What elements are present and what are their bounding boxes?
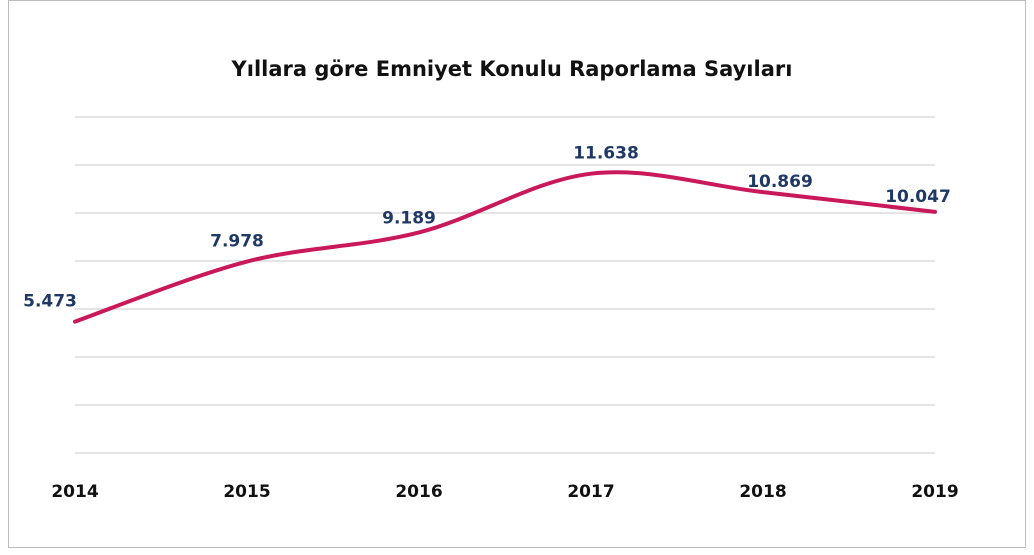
x-tick-label: 2014 <box>51 482 98 502</box>
x-tick-label: 2018 <box>739 482 786 502</box>
data-line <box>73 170 937 324</box>
chart-frame <box>8 0 1026 548</box>
x-tick-label: 2019 <box>911 482 958 502</box>
x-tick-label: 2015 <box>223 482 270 502</box>
data-label: 7.978 <box>210 232 264 252</box>
x-tick-label: 2016 <box>395 482 442 502</box>
data-label: 11.638 <box>573 144 639 164</box>
data-label: 10.869 <box>747 172 813 192</box>
chart-title: Yıllara göre Emniyet Konulu Raporlama Sa… <box>231 57 793 81</box>
data-label: 5.473 <box>23 292 77 312</box>
x-tick-label: 2017 <box>567 482 614 502</box>
data-label: 10.047 <box>885 187 951 207</box>
data-label: 9.189 <box>382 208 436 228</box>
